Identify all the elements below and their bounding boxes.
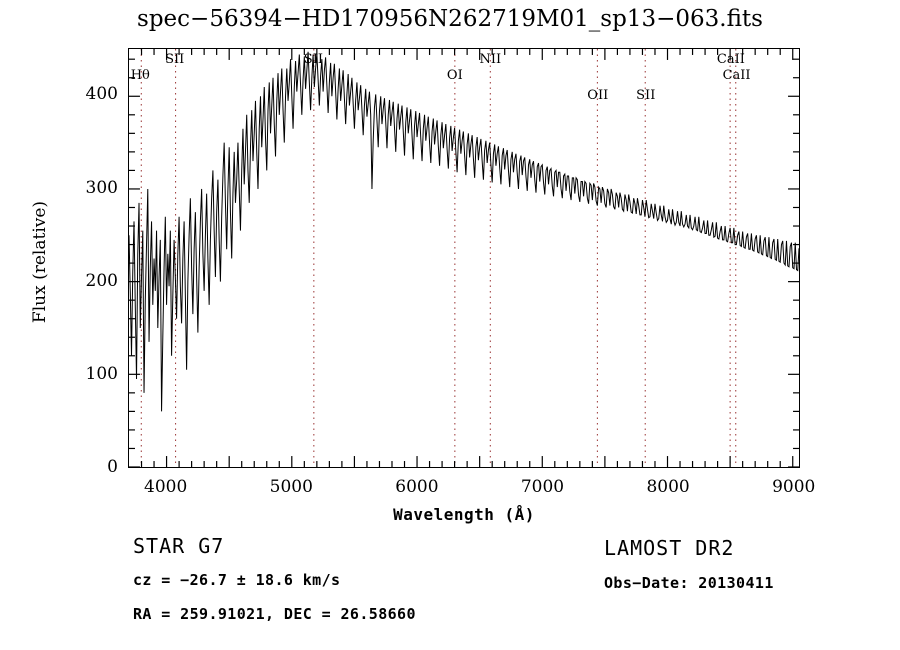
x-tick-label-6000: 6000 (395, 477, 439, 497)
x-axis-label: Wavelength (Å) (393, 505, 535, 524)
plot-frame (128, 48, 800, 468)
coordinates-text: RA = 259.91021, DEC = 26.58660 (133, 605, 416, 623)
y-tick-label-200: 200 (85, 270, 118, 291)
spectrum-trace (129, 52, 799, 412)
redshift-velocity-text: cz = −26.7 ± 18.6 km/s (133, 571, 341, 589)
y-tick-label-0: 0 (107, 457, 118, 477)
x-tick-label-9000: 9000 (772, 477, 816, 497)
y-axis-label: Flux (relative) (30, 200, 50, 324)
line-label-NII: NII (479, 52, 502, 67)
x-tick-label-7000: 7000 (520, 477, 565, 497)
y-tick-label-100: 100 (85, 363, 118, 384)
line-label-SII-c: SII (636, 88, 656, 103)
line-label-OII: OII (587, 88, 609, 103)
survey-name-text: LAMOST DR2 (604, 536, 735, 560)
obs-date-text: Obs−Date: 20130411 (604, 574, 774, 592)
line-label-CaII-a: CaII (716, 52, 745, 67)
page-title: spec−56394−HD170956N262719M01_sp13−063.f… (137, 6, 763, 32)
axis-ticks (129, 49, 799, 467)
line-label-OI: OI (446, 68, 463, 83)
spectrum-canvas (129, 49, 799, 467)
line-label-CaII-b: CaII (722, 68, 751, 83)
line-label-SII-b: SII (303, 52, 323, 67)
y-tick-label-400: 400 (85, 84, 118, 105)
line-label-Hθ: Hθ (130, 68, 150, 83)
line-label-SII-a: SII (165, 52, 185, 67)
object-type-text: STAR G7 (133, 534, 225, 558)
spectral-line-markers (141, 49, 735, 467)
x-tick-label-8000: 8000 (646, 477, 690, 497)
y-tick-label-300: 300 (85, 177, 118, 198)
x-tick-label-5000: 5000 (269, 477, 313, 497)
x-tick-label-4000: 4000 (144, 477, 188, 497)
